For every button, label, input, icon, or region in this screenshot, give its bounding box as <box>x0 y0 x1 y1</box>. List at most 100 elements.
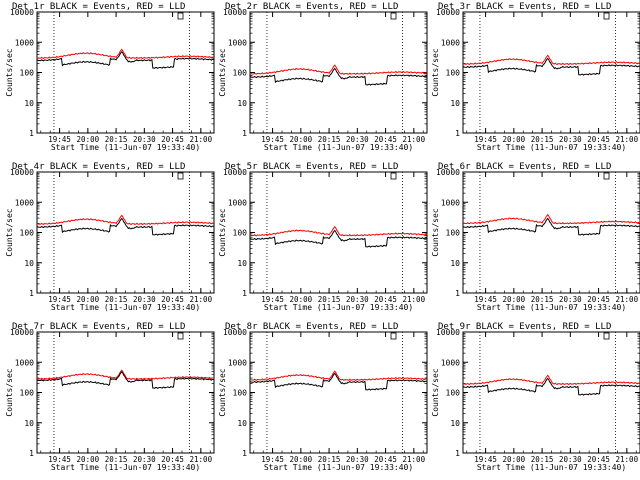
y-tick-label: 1 <box>455 289 460 298</box>
y-tick-label: 100 <box>233 69 248 78</box>
x-axis-label: Start Time (11-Jun-07 19:33:40) <box>264 143 413 152</box>
plot-frame <box>462 331 640 454</box>
x-tick-label: 20:00 <box>503 455 526 464</box>
x-tick-label: 20:45 <box>161 455 184 464</box>
x-axis-label: Start Time (11-Jun-07 19:33:40) <box>477 143 626 152</box>
y-tick-label: 10000 <box>10 8 34 17</box>
x-tick-label: 21:00 <box>403 295 426 304</box>
x-tick-label: 19:45 <box>48 295 71 304</box>
x-tick-label: 20:30 <box>346 135 369 144</box>
legend-box <box>603 172 610 180</box>
x-tick-label: 20:00 <box>77 455 100 464</box>
events-series-line <box>249 372 428 391</box>
x-tick-label: 20:45 <box>161 295 184 304</box>
x-tick-label: 19:45 <box>474 295 497 304</box>
y-tick-label: 10 <box>450 99 460 108</box>
x-tick-label: 20:15 <box>318 295 341 304</box>
y-tick-label: 10000 <box>436 8 460 17</box>
y-tick-label: 100 <box>233 389 248 398</box>
x-tick-label: 19:45 <box>261 135 284 144</box>
y-tick-label: 1 <box>455 449 460 458</box>
x-tick-label: 20:15 <box>531 455 554 464</box>
x-tick-label: 20:30 <box>559 455 582 464</box>
x-axis-label: Start Time (11-Jun-07 19:33:40) <box>51 463 200 472</box>
y-tick-label: 100 <box>233 229 248 238</box>
x-tick-label: 21:00 <box>616 455 639 464</box>
detector-panel: Det 1r BLACK = Events, RED = LLD 1 10 100 10… <box>5 2 215 152</box>
x-tick-label: 19:45 <box>48 135 71 144</box>
x-tick-label: 19:45 <box>261 455 284 464</box>
lld-series-line <box>36 214 215 226</box>
x-tick-label: 20:30 <box>346 455 369 464</box>
y-axis-label: Counts/sec <box>218 208 227 256</box>
lld-series-line <box>462 374 640 386</box>
y-tick-label: 10 <box>24 259 34 268</box>
y-axis-label: Counts/sec <box>218 48 227 96</box>
x-tick-label: 20:30 <box>346 295 369 304</box>
x-tick-label: 20:30 <box>133 295 156 304</box>
lld-series-line <box>249 226 428 237</box>
y-tick-label: 100 <box>20 69 35 78</box>
y-tick-label: 1000 <box>441 358 460 367</box>
x-tick-label: 20:30 <box>133 135 156 144</box>
y-tick-label: 10000 <box>223 328 247 337</box>
y-tick-label: 10 <box>450 419 460 428</box>
y-axis-label: Counts/sec <box>431 368 440 416</box>
panel-title: Det 4r BLACK = Events, RED = LLD <box>12 162 185 172</box>
panel-title: Det 5r BLACK = Events, RED = LLD <box>225 162 398 172</box>
detector-panel: Det 9r BLACK = Events, RED = LLD 1 10 100 10… <box>431 322 640 472</box>
x-tick-label: 20:00 <box>77 295 100 304</box>
legend-box <box>390 332 397 340</box>
y-tick-label: 1 <box>455 129 460 138</box>
lld-series-line <box>462 213 640 225</box>
x-tick-label: 20:30 <box>133 455 156 464</box>
legend-box <box>390 12 397 20</box>
y-axis-label: Counts/sec <box>5 208 14 256</box>
y-tick-label: 10 <box>450 259 460 268</box>
legend-box <box>177 12 184 20</box>
x-tick-label: 20:00 <box>503 295 526 304</box>
plot-frame <box>249 331 428 454</box>
detector-panel: Det 7r BLACK = Events, RED = LLD 1 10 100 10… <box>5 322 215 472</box>
x-tick-label: 19:45 <box>48 455 71 464</box>
plot-frame <box>36 11 215 134</box>
y-tick-label: 1000 <box>441 38 460 47</box>
events-series-line <box>249 67 428 86</box>
x-tick-label: 20:45 <box>587 295 610 304</box>
x-tick-label: 21:00 <box>616 295 639 304</box>
x-tick-label: 19:45 <box>261 295 284 304</box>
x-tick-label: 21:00 <box>190 455 213 464</box>
x-tick-label: 20:15 <box>531 295 554 304</box>
y-tick-label: 1000 <box>15 38 34 47</box>
events-series-line <box>462 217 640 236</box>
panel-title: Det 3r BLACK = Events, RED = LLD <box>438 2 611 12</box>
x-tick-label: 20:30 <box>559 135 582 144</box>
y-tick-label: 10000 <box>10 328 34 337</box>
x-axis-label: Start Time (11-Jun-07 19:33:40) <box>51 303 200 312</box>
events-series-line <box>462 377 640 396</box>
legend-box <box>177 172 184 180</box>
x-tick-label: 20:00 <box>77 135 100 144</box>
legend-box <box>177 332 184 340</box>
panel-title: Det 6r BLACK = Events, RED = LLD <box>438 162 611 172</box>
y-axis-label: Counts/sec <box>431 208 440 256</box>
x-tick-label: 20:45 <box>374 295 397 304</box>
y-tick-label: 10 <box>237 99 247 108</box>
x-tick-label: 20:15 <box>318 455 341 464</box>
y-tick-label: 10000 <box>223 168 247 177</box>
x-tick-label: 20:45 <box>587 455 610 464</box>
y-tick-label: 10 <box>24 419 34 428</box>
x-tick-label: 19:45 <box>474 135 497 144</box>
x-tick-label: 20:45 <box>374 455 397 464</box>
x-tick-label: 21:00 <box>403 455 426 464</box>
lld-series-line <box>36 369 215 380</box>
events-series-line <box>36 51 215 70</box>
y-tick-label: 10 <box>237 419 247 428</box>
panel-title: Det 2r BLACK = Events, RED = LLD <box>225 2 398 12</box>
y-tick-label: 1000 <box>228 358 247 367</box>
legend-box <box>603 332 610 340</box>
panel-title: Det 7r BLACK = Events, RED = LLD <box>12 322 185 332</box>
plot-frame <box>36 171 215 294</box>
detector-panel: Det 3r BLACK = Events, RED = LLD 1 10 100 10… <box>431 2 640 152</box>
